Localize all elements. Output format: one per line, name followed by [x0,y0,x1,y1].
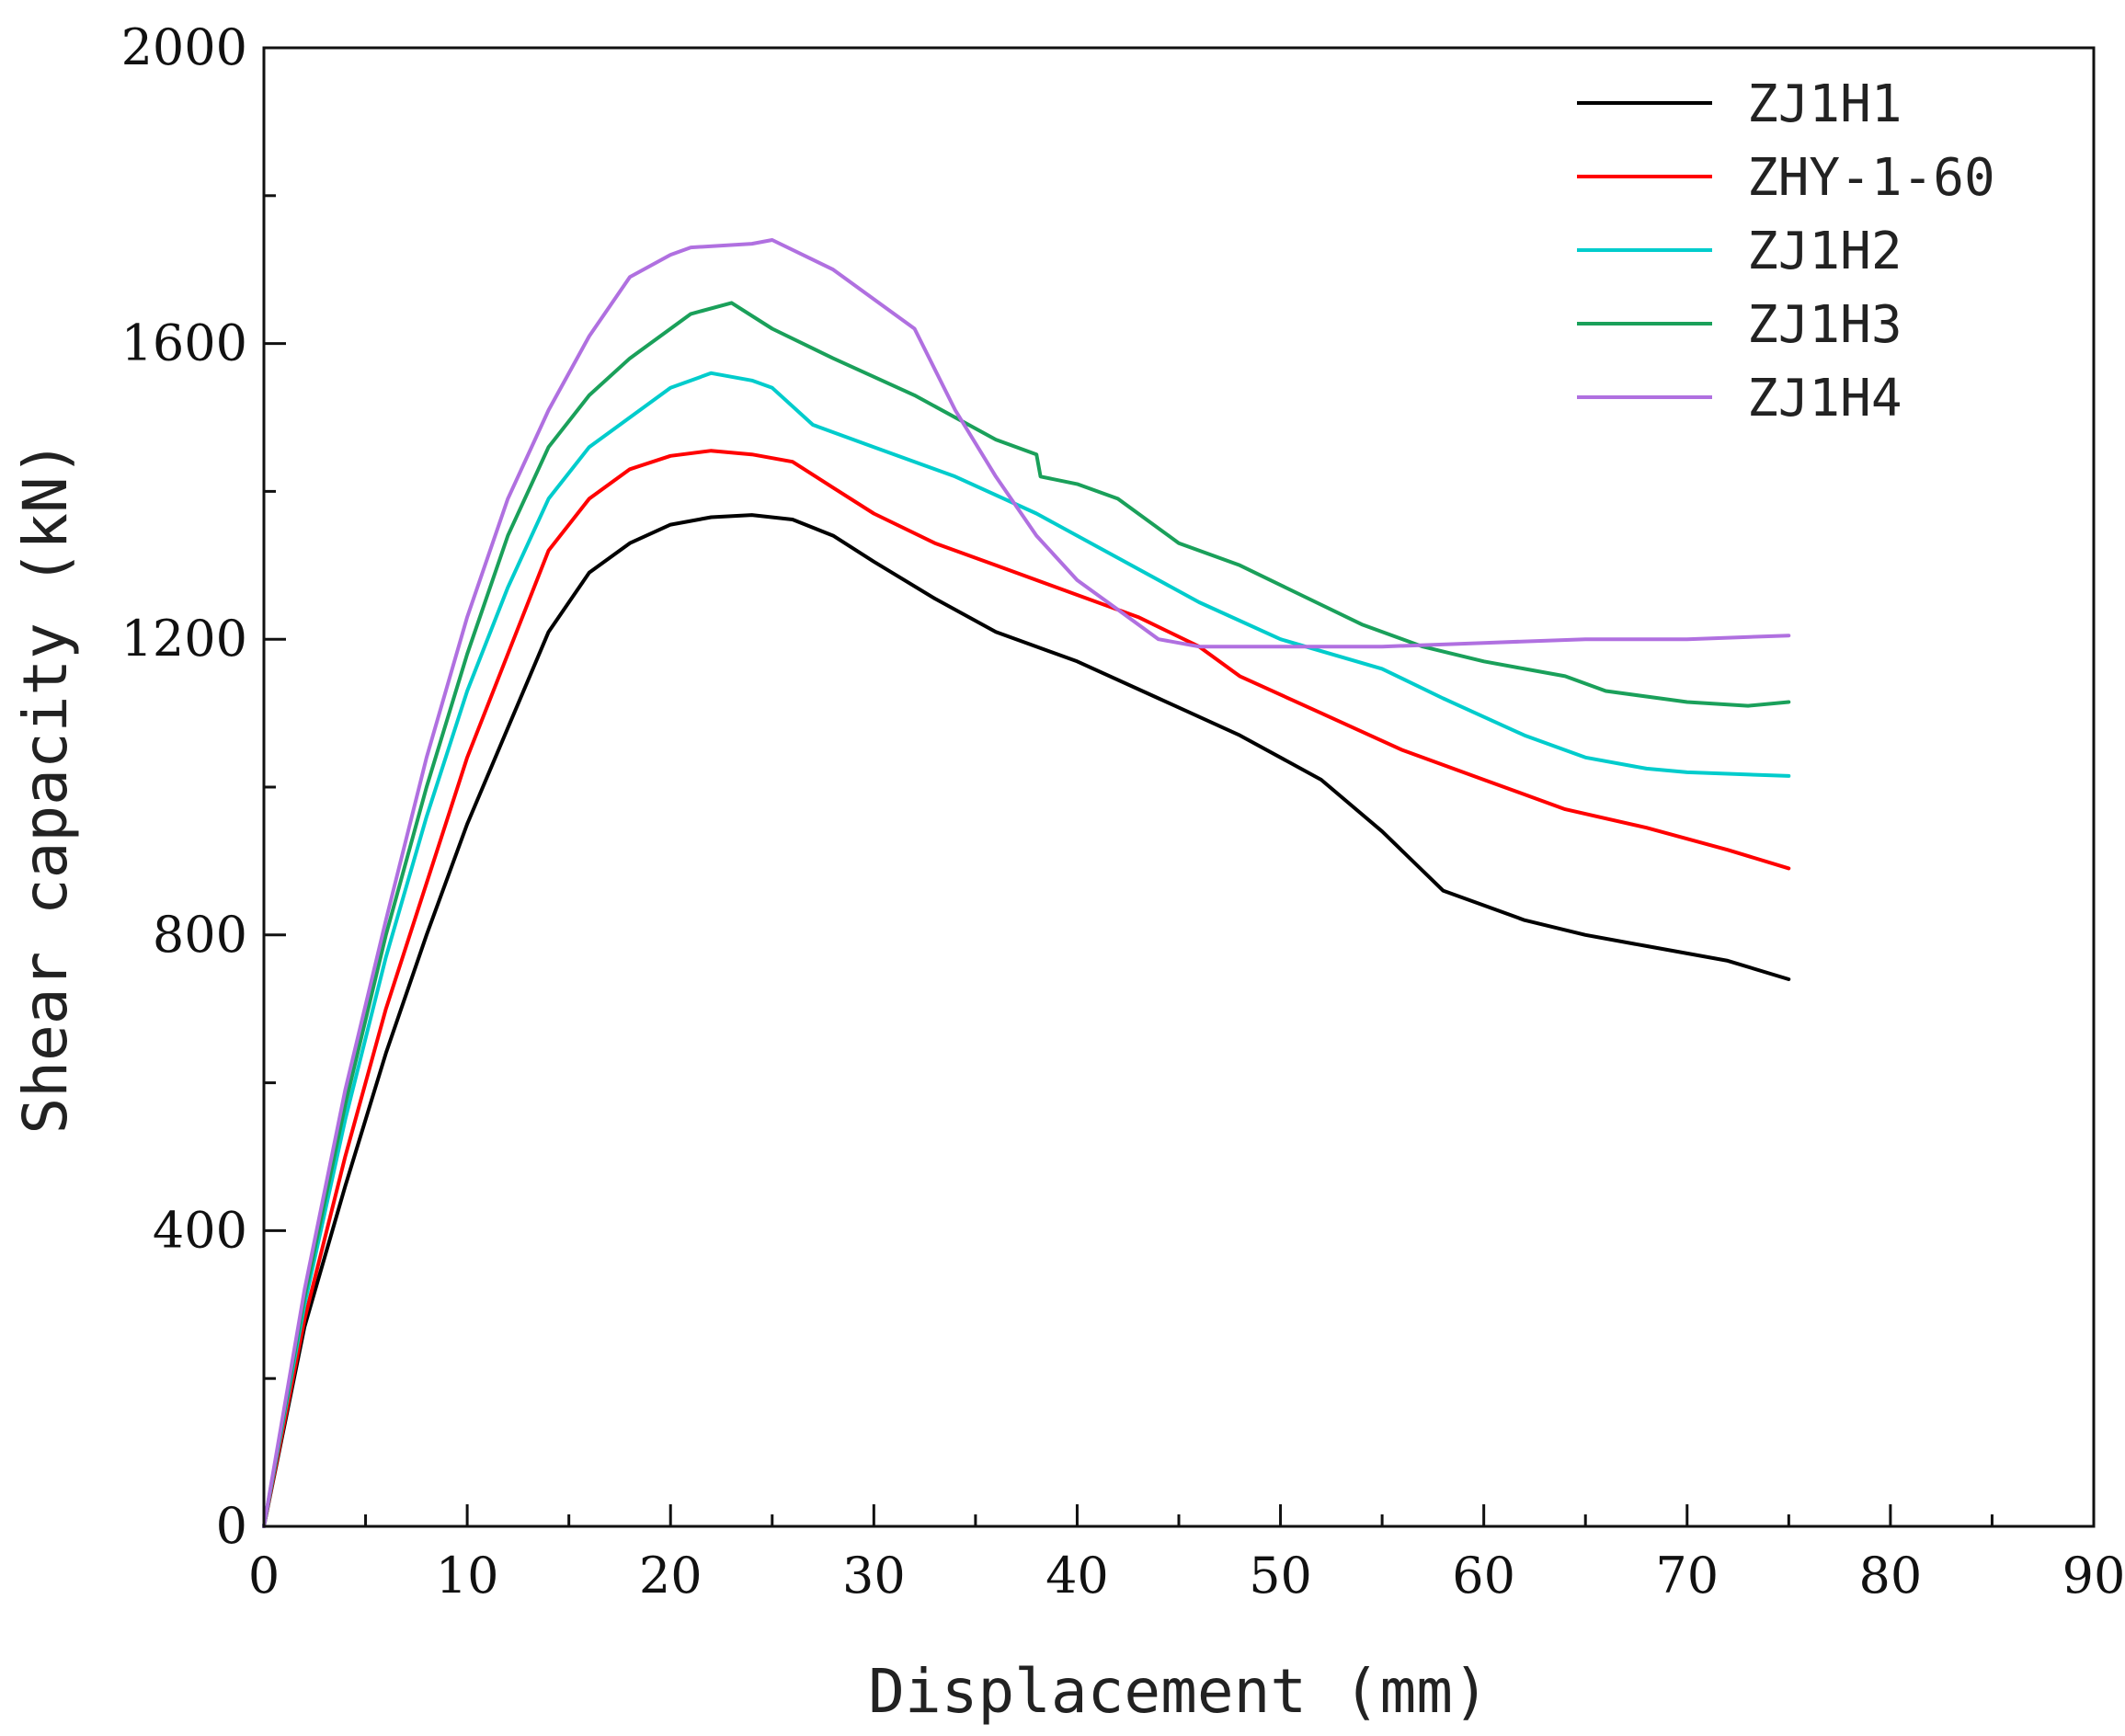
legend: ZJ1H1 ZHY-1-60 ZJ1H2 ZJ1H3 ZJ1H4 [1577,74,1995,428]
y-tick-label: 1600 [121,314,247,372]
x-tick-label: 0 [248,1547,280,1605]
x-tick-label: 80 [1859,1547,1923,1605]
labels-layer: 0 10 20 30 40 50 60 70 80 90 0 400 800 1200 1600 2000 [121,18,2125,1605]
y-tick-label: 2000 [121,18,247,76]
series-line-zj1h1 [262,513,1791,1528]
series-line-zj1h4 [262,238,1791,1528]
x-tick-label: 20 [639,1547,703,1605]
x-tick-label: 90 [2062,1547,2125,1605]
legend-label: ZJ1H2 [1747,222,1902,281]
x-tick-label: 70 [1655,1547,1719,1605]
legend-label: ZHY-1-60 [1747,148,1995,208]
x-tick-label: 50 [1249,1547,1312,1605]
x-tick-label: 30 [842,1547,906,1605]
x-tick-label: 40 [1045,1547,1109,1605]
legend-label: ZJ1H3 [1747,295,1902,355]
series-line-zj1h2 [262,371,1791,1528]
y-tick-label: 1200 [121,610,247,668]
plot-frame [262,46,2096,1528]
y-tick-label: 0 [216,1497,247,1555]
y-axis-title: Shear capacity (kN) [10,440,81,1135]
series-layer [262,238,1791,1528]
x-tick-label: 10 [436,1547,499,1605]
series-line-zhy-1-60 [262,449,1791,1528]
x-tick-label: 60 [1452,1547,1515,1605]
y-tick-label: 800 [153,906,247,964]
y-tick-label: 400 [153,1201,247,1259]
legend-label: ZJ1H1 [1747,74,1902,134]
series-line-zj1h3 [262,301,1791,1528]
x-axis-title: Displacement (mm) [868,1656,1490,1727]
legend-label: ZJ1H4 [1747,369,1902,428]
